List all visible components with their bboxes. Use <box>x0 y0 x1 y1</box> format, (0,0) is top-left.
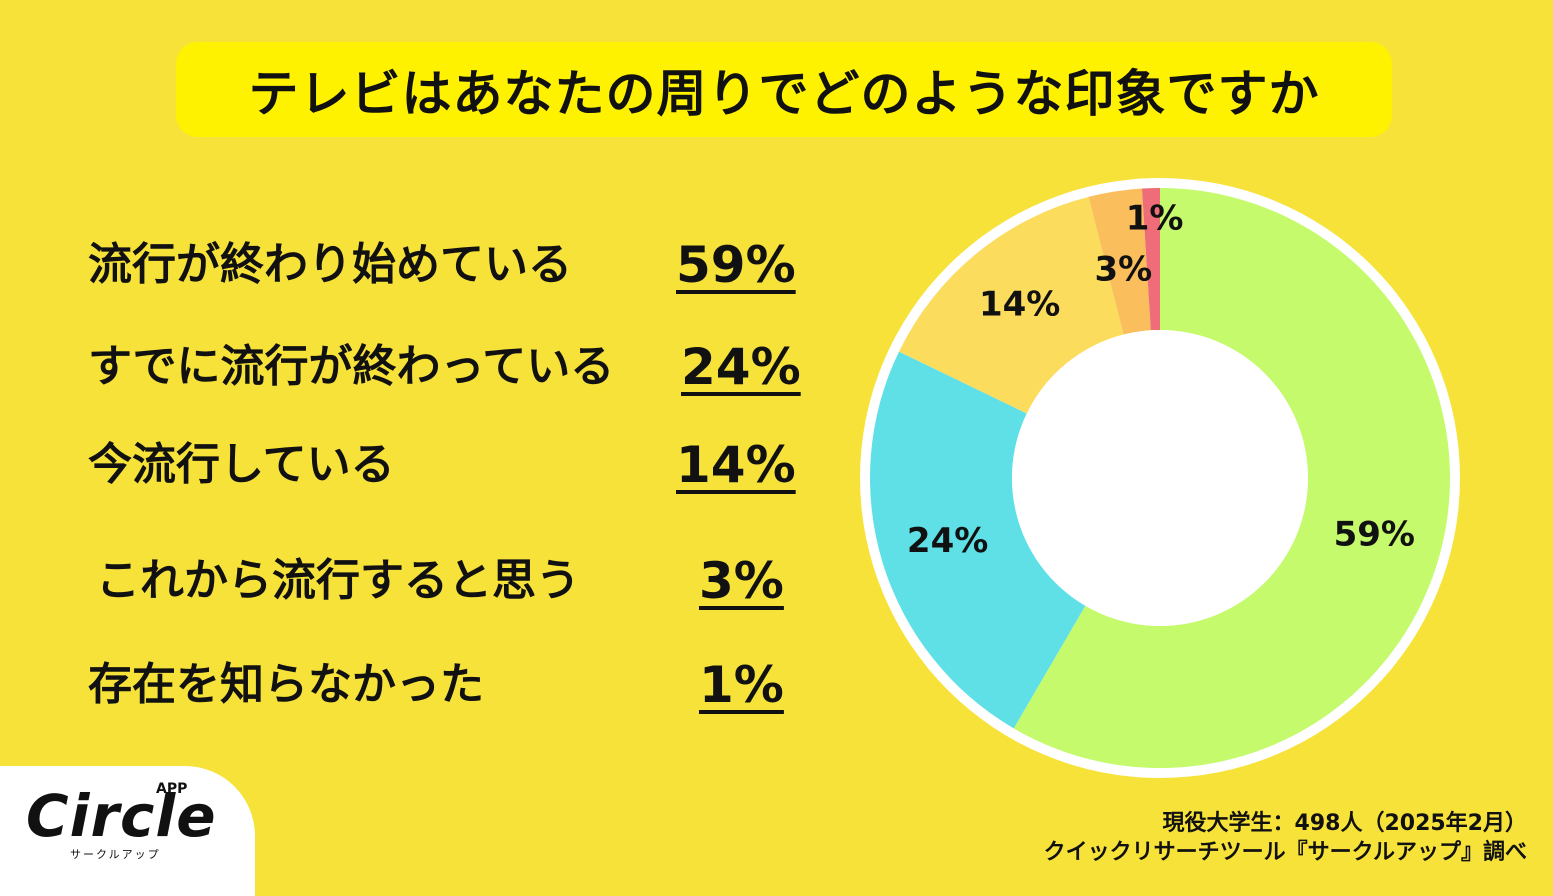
footnote-sample: 現役大学生：498人（2025年2月） <box>1162 811 1527 836</box>
chart-title: テレビはあなたの周りでどのような印象ですか <box>248 64 1320 123</box>
legend-row: 流行が終わり始めている 59% <box>88 230 808 300</box>
legend-label: 流行が終わり始めている <box>88 239 572 290</box>
legend-label: 存在を知らなかった <box>88 659 484 710</box>
footnote-source: クイックリサーチツール『サークルアップ』調べ <box>1043 840 1527 865</box>
legend-label: 今流行している <box>88 439 395 490</box>
donut-slice <box>1141 188 1160 331</box>
title-box: テレビはあなたの周りでどのような印象ですか <box>176 42 1392 137</box>
legend-label: これから流行すると思う <box>96 555 580 606</box>
logo-subtitle: サークルアップ <box>70 848 161 861</box>
logo-app-tag: APP <box>156 781 188 797</box>
legend-percent: 24% <box>681 338 801 396</box>
legend-percent: 14% <box>676 436 796 494</box>
legend-row: 今流行している 14% <box>88 430 808 500</box>
legend-row: 存在を知らなかった 1% <box>88 650 808 720</box>
logo-wordmark: Circle <box>26 782 217 850</box>
slice-label: 1% <box>1126 199 1184 239</box>
slice-label: 14% <box>979 284 1060 324</box>
donut-hole <box>1012 330 1308 626</box>
donut-slice <box>1013 188 1450 768</box>
slice-label: 3% <box>1094 250 1152 290</box>
legend-row: すでに流行が終わっている 24% <box>88 332 808 402</box>
donut-chart: 59% 24% 14% 3% 1% <box>860 178 1460 778</box>
donut-slice <box>870 351 1086 729</box>
legend-label: すでに流行が終わっている <box>88 341 615 392</box>
donut-slice <box>898 196 1124 414</box>
legend-row: これから流行すると思う 3% <box>88 546 808 616</box>
legend-percent: 59% <box>676 236 796 294</box>
legend-percent: 1% <box>699 656 784 714</box>
donut-slice <box>1088 188 1151 335</box>
legend-percent: 3% <box>699 552 784 610</box>
slice-label: 24% <box>907 521 988 561</box>
slice-label: 59% <box>1334 515 1415 555</box>
